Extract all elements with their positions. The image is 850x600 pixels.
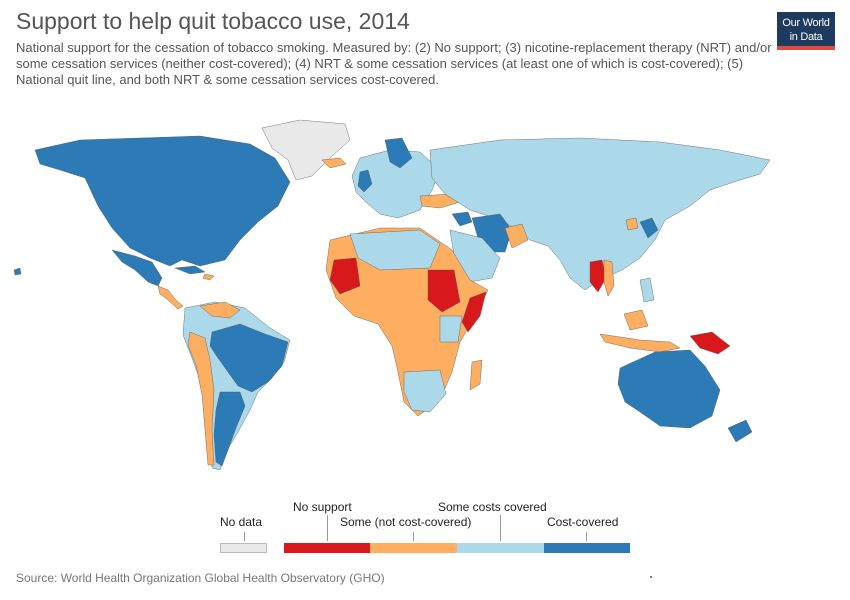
region-mauritania[interactable] xyxy=(329,257,361,295)
region-uk[interactable] xyxy=(357,169,373,193)
region-turkey[interactable] xyxy=(419,193,461,209)
legend-swatch-cost-covered[interactable] xyxy=(544,543,630,553)
region-korea[interactable] xyxy=(625,217,639,231)
region-somalia[interactable] xyxy=(461,291,487,333)
region-vietnam[interactable] xyxy=(603,259,615,297)
legend-swatch-some-not-covered[interactable] xyxy=(370,543,457,553)
region-borneo[interactable] xyxy=(623,309,649,331)
region-sudan[interactable] xyxy=(427,269,461,313)
region-caribbean[interactable] xyxy=(174,265,206,275)
region-madagascar[interactable] xyxy=(469,359,483,391)
logo-line-2: in Data xyxy=(789,31,823,43)
chart-subtitle: National support for the cessation of to… xyxy=(16,40,772,87)
region-greenland[interactable] xyxy=(261,119,351,181)
region-caribbean-2[interactable] xyxy=(202,273,215,281)
legend-label-no-data: No data xyxy=(220,515,263,529)
region-new-guinea[interactable] xyxy=(689,331,731,355)
region-new-zealand[interactable] xyxy=(727,419,753,443)
source-note[interactable]: Source: World Health Organization Global… xyxy=(16,571,385,585)
region-indonesia[interactable] xyxy=(599,333,681,353)
region-iceland[interactable] xyxy=(321,157,347,169)
region-brazil[interactable] xyxy=(209,323,289,393)
owid-logo[interactable]: Our World in Data xyxy=(777,12,835,50)
chart-title: Support to help quit tobacco use, 2014 xyxy=(16,8,410,34)
region-hawaii[interactable] xyxy=(13,267,22,276)
region-europe[interactable] xyxy=(351,149,441,219)
footer-dot xyxy=(650,576,652,578)
legend-label-some-costs: Some costs covered xyxy=(438,500,547,514)
region-east-africa[interactable] xyxy=(439,315,463,343)
legend-swatch-no-support[interactable] xyxy=(284,543,370,553)
region-caspian[interactable] xyxy=(451,211,473,227)
region-central-america[interactable] xyxy=(157,285,184,310)
region-afghanistan[interactable] xyxy=(504,223,529,249)
legend-tick-no-data xyxy=(244,532,245,541)
region-scandinavia[interactable] xyxy=(384,137,413,169)
legend-label-cost-covered: Cost-covered xyxy=(547,515,619,529)
legend-tick-no-support xyxy=(327,515,328,541)
legend-tick-some-costs xyxy=(500,515,501,541)
legend-label-some-not-covered: Some (not cost-covered) xyxy=(340,515,472,529)
world-map xyxy=(13,119,771,470)
region-korea-japan[interactable] xyxy=(639,217,659,239)
region-north-america[interactable] xyxy=(34,135,291,267)
legend-tick-some-not-covered xyxy=(413,532,414,541)
region-north-africa[interactable] xyxy=(349,229,441,271)
region-australia[interactable] xyxy=(617,349,721,429)
logo-line-1: Our World xyxy=(782,17,830,29)
region-argentina[interactable] xyxy=(213,391,246,467)
legend-swatch-no-data[interactable] xyxy=(220,543,267,553)
legend-label-no-support: No support xyxy=(293,500,352,514)
legend-tick-cost-covered xyxy=(586,532,587,541)
region-thailand[interactable] xyxy=(589,259,607,293)
region-southern-africa[interactable] xyxy=(403,369,447,413)
region-andes[interactable] xyxy=(187,331,215,466)
region-philippines[interactable] xyxy=(639,277,655,303)
legend-swatch-some-costs[interactable] xyxy=(457,543,544,553)
region-northern-sa[interactable] xyxy=(199,301,241,319)
